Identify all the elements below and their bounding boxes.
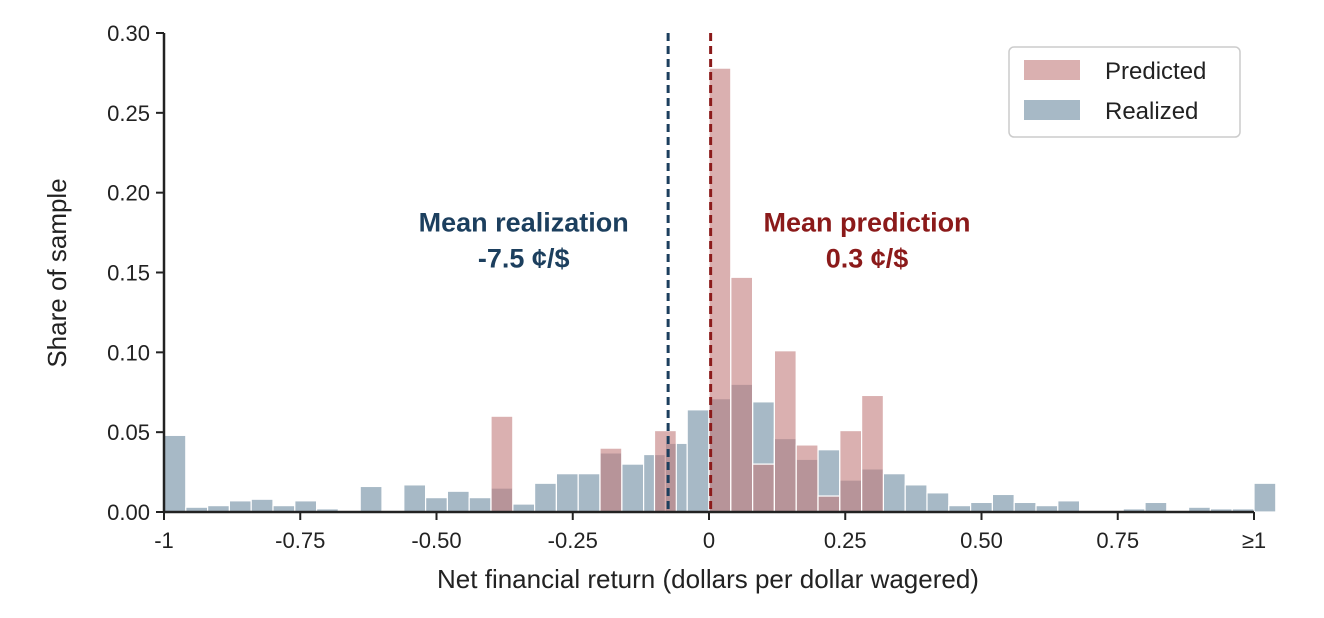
y-tick-label: 0.20 [107,181,150,206]
x-tick-label: -0.50 [411,528,461,553]
legend: Predicted Realized [1008,46,1241,138]
realized-bar [969,501,993,513]
predicted-bar [751,463,775,513]
y-axis-title: Share of sample [42,178,72,367]
x-tick-label: -0.25 [548,528,598,553]
predicted-bars [490,67,884,513]
y-tick-label: 0.15 [107,261,150,286]
realized-bar [882,473,906,513]
mean-realization-annotation: Mean realization -7.5 ¢/$ [419,208,629,274]
predicted-bar [773,350,797,513]
x-tick-label: -1 [154,528,174,553]
predicted-bar [708,67,732,513]
predicted-bar [839,429,863,513]
realized-bar [446,490,470,513]
realized-bar [1144,501,1168,513]
x-tick-label: 0.25 [824,528,867,553]
realized-bar [991,493,1015,513]
predicted-bar [817,495,841,513]
mean-prediction-annotation-line: 0.3 ¢/$ [826,244,909,274]
realized-bar [425,497,449,513]
axes: 0.00 0.05 0.10 0.15 0.20 0.25 0.30 -1 -0.75 -0.50… [107,21,1266,553]
predicted-bar [860,394,884,513]
realized-bar [555,473,579,513]
legend-swatch-predicted [1024,60,1080,80]
realized-bar [621,463,645,513]
x-tick-label: 0.75 [1096,528,1139,553]
y-tick-label: 0.05 [107,420,150,445]
annotations: Mean realization -7.5 ¢/$ Mean prediction 0… [419,208,971,274]
predicted-bar [795,444,819,513]
x-axis-title: Net financial return (dollars per dollar… [437,564,979,594]
x-tick-label: -0.75 [275,528,325,553]
realized-bar [163,434,187,513]
realized-bar [533,482,557,513]
realized-bar [904,484,928,513]
realized-bar [926,492,950,513]
realized-bar [1057,500,1081,513]
realized-bar [403,484,427,513]
predicted-bar [730,276,754,513]
mean-prediction-annotation: Mean prediction 0.3 ¢/$ [764,208,971,274]
legend-label-predicted: Predicted [1105,58,1206,85]
realized-bar [250,498,274,513]
predicted-bar [490,415,514,513]
y-tick-label: 0.10 [107,340,150,365]
predicted-bar [599,447,623,513]
y-tick-label: 0.30 [107,21,150,46]
realized-bar [294,500,318,513]
mean-reference-lines [666,33,713,512]
mean-realization-annotation-line: -7.5 ¢/$ [478,244,570,274]
realized-bar [468,497,492,513]
legend-swatch-realized [1024,100,1080,120]
y-tick-label: 0.00 [107,500,150,525]
realized-bar [1013,501,1037,513]
mean-realization-annotation-line: Mean realization [419,208,629,238]
predicted-bar [653,429,677,513]
y-tick-label: 0.25 [107,101,150,126]
realized-bar [228,500,252,513]
realized-bar [686,409,710,513]
x-tick-label: 0 [703,528,715,553]
mean-prediction-annotation-line: Mean prediction [764,208,971,238]
realized-bar [359,485,383,513]
x-tick-label: ≥1 [1242,528,1266,553]
x-tick-label: 0.50 [960,528,1003,553]
realized-bar [1253,482,1277,513]
legend-label-realized: Realized [1105,98,1198,125]
realized-bar [577,473,601,513]
